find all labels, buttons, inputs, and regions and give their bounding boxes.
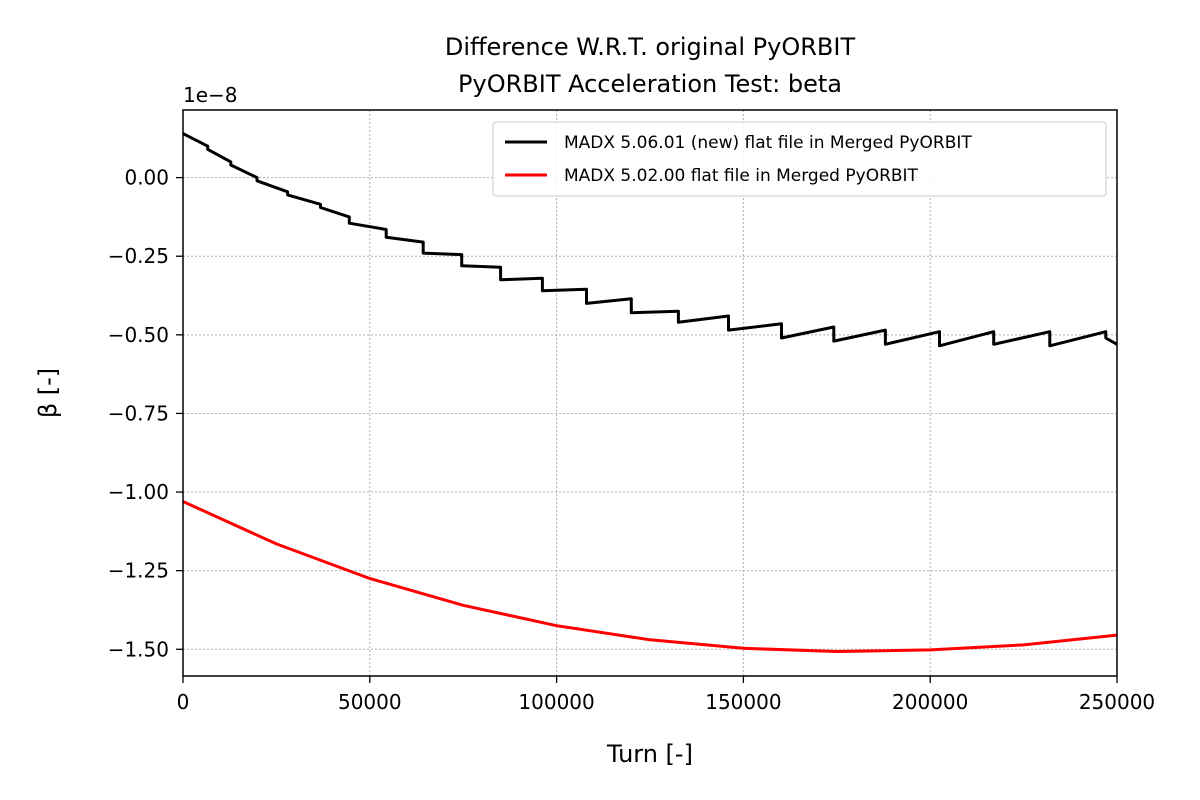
y-offset-text: 1e−8: [183, 83, 238, 107]
y-axis-label: β [-]: [34, 368, 62, 418]
plot-frame: [182, 109, 1118, 677]
x-tick-label: 250000: [1079, 690, 1155, 714]
x-tick-label: 100000: [518, 690, 594, 714]
chart-subtitle: PyORBIT Acceleration Test: beta: [458, 70, 842, 98]
legend-box: [492, 121, 1107, 197]
series-line-1: [182, 500, 1118, 653]
y-tick-label: 0.00: [124, 166, 169, 190]
y-tick-label: −0.25: [108, 244, 169, 268]
x-axis-label: Turn [-]: [606, 740, 693, 768]
x-tick-label: 150000: [705, 690, 781, 714]
y-tick-label: −0.75: [108, 401, 169, 425]
legend-label-0: MADX 5.06.01 (new) flat file in Merged P…: [564, 133, 972, 153]
x-tick-label: 50000: [338, 690, 402, 714]
legend: MADX 5.06.01 (new) flat file in Merged P…: [492, 121, 1107, 197]
y-tick-label: −1.50: [108, 637, 169, 661]
legend-label-1: MADX 5.02.00 flat file in Merged PyORBIT: [564, 166, 919, 186]
y-tick-label: −0.50: [108, 323, 169, 347]
x-tick-label: 200000: [892, 690, 968, 714]
ticks: 0 50000 100000 150000 200000 250000 0.00 −0.25 −…: [108, 166, 1155, 714]
y-tick-label: −1.00: [108, 480, 169, 504]
series-line-0: [182, 132, 1118, 348]
chart-title: Difference W.R.T. original PyORBIT: [445, 33, 856, 61]
series-group: [182, 132, 1118, 653]
x-tick-label: 0: [177, 690, 190, 714]
y-tick-label: −1.25: [108, 559, 169, 583]
